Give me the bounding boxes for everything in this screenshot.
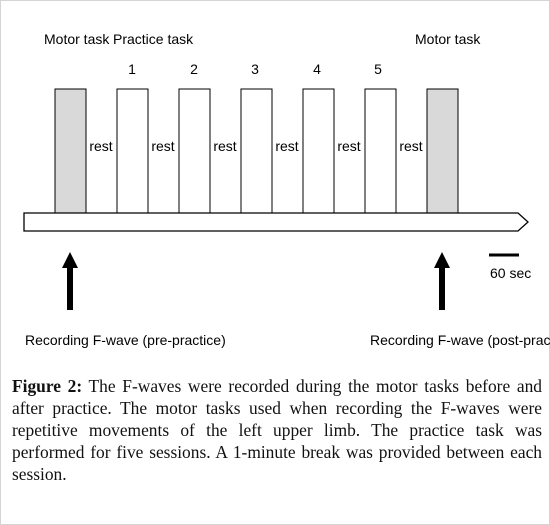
session-number-2: 2	[190, 61, 198, 77]
practice-block-4	[302, 88, 335, 214]
rest-label-6: rest	[399, 138, 422, 154]
rest-label-5: rest	[337, 138, 360, 154]
practice-block-1	[116, 88, 149, 214]
arrow-up-icon	[434, 252, 450, 310]
rest-label-3: rest	[213, 138, 236, 154]
motor-task-pre-label: Motor task	[44, 31, 110, 47]
session-number-3: 3	[251, 61, 259, 77]
figure-caption: Figure 2: The F-waves were recorded duri…	[12, 375, 542, 485]
rest-label-4: rest	[275, 138, 298, 154]
practice-block-3	[240, 88, 273, 214]
session-number-4: 4	[313, 61, 321, 77]
practice-block-5	[364, 88, 397, 214]
caption-text: The F-waves were recorded during the mot…	[12, 376, 542, 484]
arrow-up-icon	[62, 252, 78, 310]
session-number-1: 1	[128, 61, 136, 77]
time-axis-arrow	[23, 212, 529, 232]
practice-task-label: Practice task	[113, 31, 194, 47]
scale-bar-label: 60 sec	[490, 265, 531, 281]
caption-label: Figure 2:	[12, 376, 83, 396]
motor-task-post-label: Motor task	[415, 31, 481, 47]
motor-task-pre-block	[54, 88, 87, 214]
recording-pre-label: Recording F-wave (pre-practice)	[25, 332, 226, 348]
recording-post-label: Recording F-wave (post-practice)	[370, 332, 550, 348]
rest-label-1: rest	[89, 138, 112, 154]
session-number-5: 5	[374, 61, 382, 77]
motor-task-post-block	[426, 88, 459, 214]
practice-block-2	[178, 88, 211, 214]
rest-label-2: rest	[151, 138, 174, 154]
timeline-diagram: Motor task Practice task Motor task 1 2 …	[23, 31, 550, 348]
